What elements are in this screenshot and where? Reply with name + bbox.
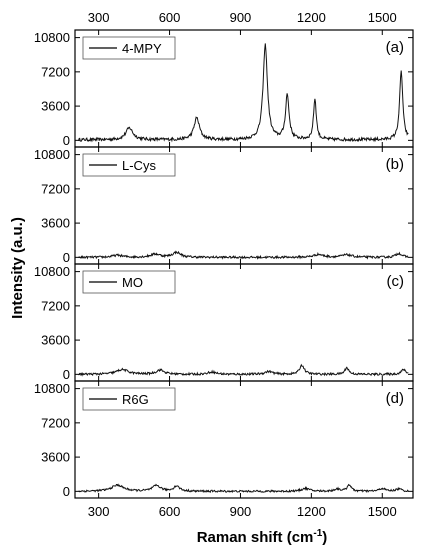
y-tick-label: 3600: [41, 216, 70, 231]
legend: MO: [82, 270, 176, 294]
panel-letter: (b): [386, 156, 404, 173]
x-tick-label: 300: [88, 504, 110, 519]
spectrum-line: [78, 483, 409, 494]
legend-box: [82, 270, 176, 294]
legend: L-Cys: [82, 153, 176, 177]
y-tick-label: 7200: [41, 64, 70, 79]
panel-4: 0 3600 7200 10800 R6G (d): [34, 380, 414, 499]
x-tick-label-top: 900: [230, 10, 252, 25]
y-tick-label: 0: [63, 367, 70, 382]
y-tick-label: 0: [63, 484, 70, 499]
y-tick-label: 7200: [41, 181, 70, 196]
spectrum-line: [78, 43, 409, 143]
panel-3: 0 3600 7200 10800 MO (c): [34, 263, 414, 382]
legend-box: [82, 36, 176, 60]
legend: R6G: [82, 387, 176, 411]
x-axis-title: Raman shift (cm-1): [197, 528, 328, 546]
x-tick-label: 900: [230, 504, 252, 519]
legend: 4-MPY: [82, 36, 176, 60]
panel-letter: (d): [386, 390, 404, 407]
x-tick-label-top: 1200: [297, 10, 326, 25]
x-tick-label-top: 600: [159, 10, 181, 25]
legend-box: [82, 153, 176, 177]
x-axis-title-main: Raman shift (cm: [197, 529, 314, 546]
x-axis-title-close: ): [322, 529, 327, 546]
legend-box: [82, 387, 176, 411]
y-tick-label: 10800: [34, 264, 70, 279]
y-axis-title: Intensity (a.u.): [9, 217, 26, 319]
x-tick-label-top: 1500: [368, 10, 397, 25]
panel-frame: [74, 380, 414, 499]
y-tick-label: 7200: [41, 298, 70, 313]
legend-label: 4-MPY: [122, 41, 162, 56]
y-tick-label: 10800: [34, 147, 70, 162]
y-tick-label: 3600: [41, 450, 70, 465]
x-tick-label-top: 300: [88, 10, 110, 25]
spectrum-line: [78, 363, 409, 377]
y-tick-label: 3600: [41, 333, 70, 348]
y-tick-label: 0: [63, 250, 70, 265]
panel-letter: (a): [386, 39, 404, 56]
y-tick-label: 10800: [34, 381, 70, 396]
legend-label: L-Cys: [122, 158, 156, 173]
y-tick-label: 0: [63, 133, 70, 148]
x-tick-label: 1200: [297, 504, 326, 519]
x-tick-label: 600: [159, 504, 181, 519]
y-tick-label: 7200: [41, 415, 70, 430]
legend-label: R6G: [122, 392, 149, 407]
panel-letter: (c): [387, 273, 405, 290]
x-axis-title-superscript: -1: [313, 528, 322, 539]
x-tick-label: 1500: [368, 504, 397, 519]
panel-2: 0 3600 7200 10800 L-Cys (b): [34, 146, 414, 265]
legend-label: MO: [122, 275, 143, 290]
panel-1: 0 3600 7200 10800 4-MPY (a): [34, 29, 414, 148]
spectrum-line: [78, 250, 409, 260]
y-tick-label: 3600: [41, 99, 70, 114]
y-tick-label: 10800: [34, 30, 70, 45]
